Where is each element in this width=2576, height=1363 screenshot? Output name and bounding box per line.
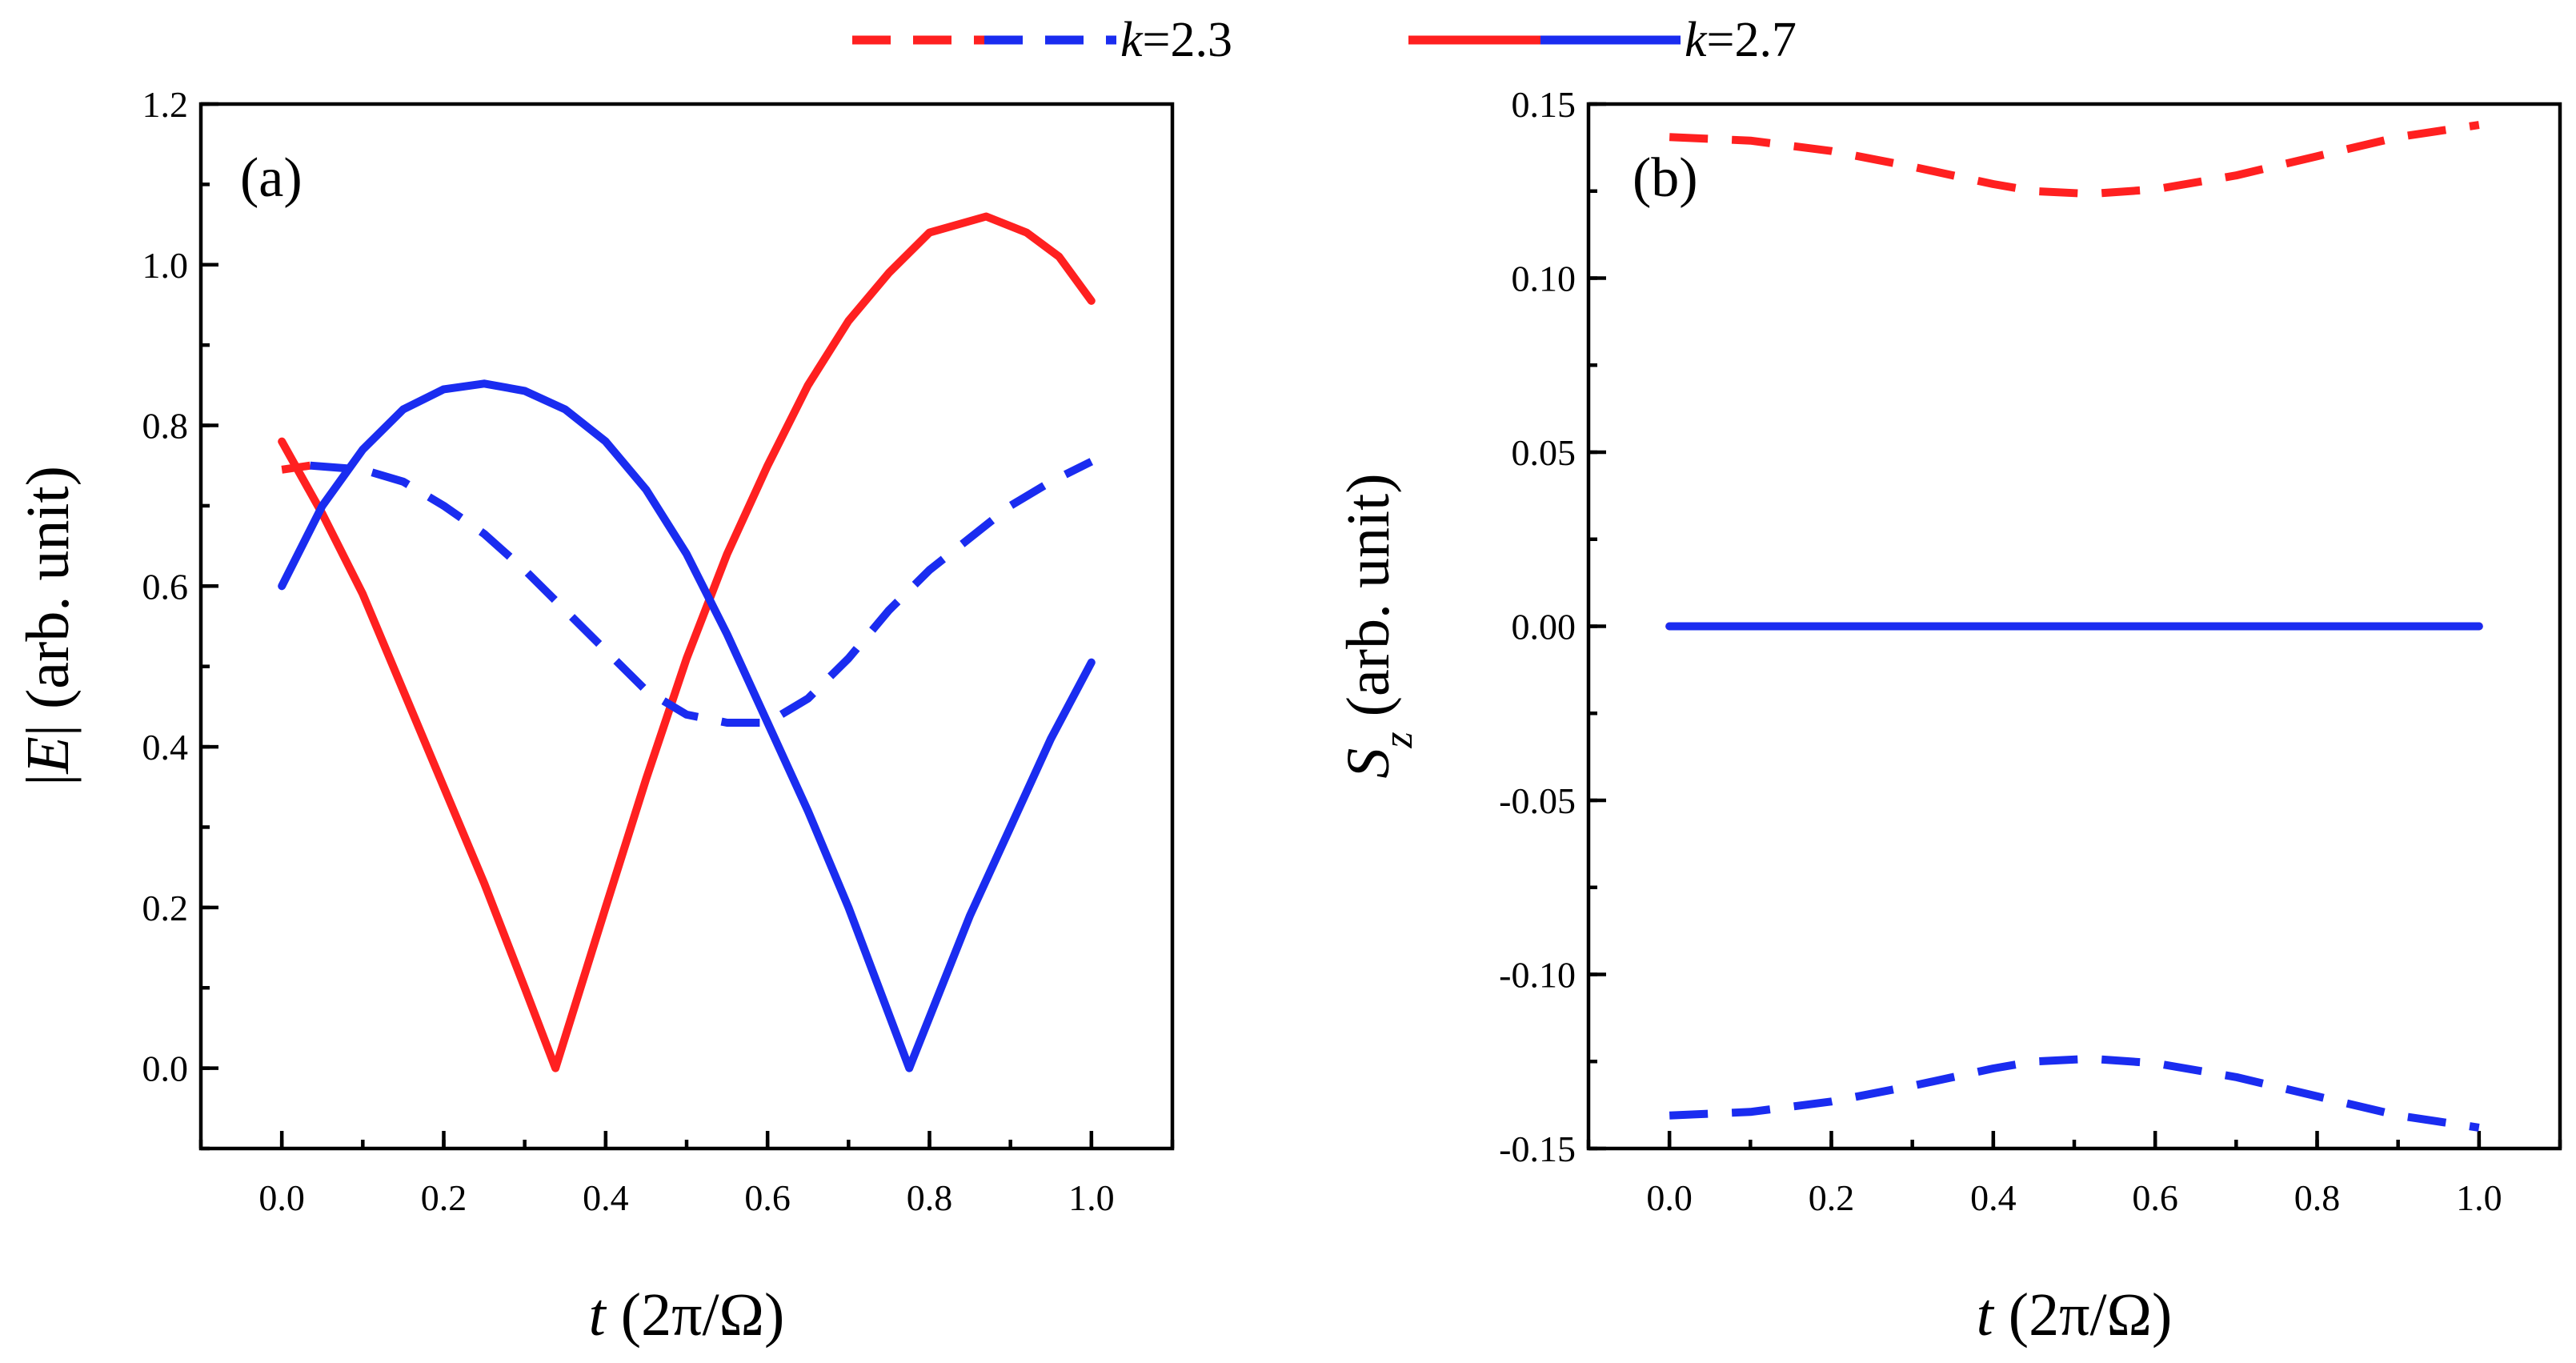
- y-tick-label: 0.0: [142, 1048, 189, 1089]
- series-k-2-3-blue-line: [1669, 1054, 2480, 1132]
- panel-a-label: (a): [240, 147, 302, 209]
- panel-a-ylabel: |E| (arb. unit): [14, 466, 82, 786]
- panel-a-xlabel-rest: (2π/Ω): [606, 1281, 785, 1349]
- y-tick-label: 0.10: [1512, 259, 1576, 299]
- panel-a-ticks: 0.0 0.2 0.4 0.6 0.8 1.0 0.0 0.2 0.4 0.6 0.8 1.0 1.2: [142, 84, 1175, 1218]
- panel-a-xlabel-var: t: [589, 1281, 607, 1349]
- legend-rest-k23: =2.3: [1143, 13, 1232, 67]
- series-k-2-3-blue-line: [310, 458, 1094, 727]
- panel-a-frame: [198, 102, 1175, 1151]
- x-tick-label: 0.2: [421, 1177, 467, 1218]
- panel-b-ylabel-sub: z: [1376, 732, 1421, 748]
- x-tick-label: 0.2: [1809, 1177, 1855, 1218]
- x-tick-label: 0.6: [2132, 1177, 2178, 1218]
- legend-entry-k27: k=2.7: [1408, 13, 1797, 67]
- x-tick-label: 1.0: [1068, 1177, 1115, 1218]
- legend: k=2.3 k=2.7: [852, 13, 1797, 67]
- legend-label-k23: k=2.3: [1120, 13, 1232, 67]
- legend-label-k27: k=2.7: [1685, 13, 1797, 67]
- panel-b-xlabel: t (2π/Ω): [1977, 1281, 2173, 1349]
- x-tick-label: 0.0: [1646, 1177, 1693, 1218]
- x-tick-label: 0.0: [258, 1177, 305, 1218]
- legend-var-k27: k: [1685, 13, 1708, 67]
- panel-b-xlabel-rest: (2π/Ω): [1993, 1281, 2173, 1349]
- y-tick-label: 0.00: [1512, 607, 1576, 647]
- panel-b-ylabel-rest: (arb. unit): [1335, 473, 1402, 732]
- x-tick-label: 0.8: [2294, 1177, 2341, 1218]
- panel-a-series: [278, 212, 1096, 1072]
- y-tick-label: -0.15: [1499, 1128, 1576, 1169]
- panel-b-ylabel: Sz (arb. unit): [1335, 473, 1421, 778]
- x-tick-label: 0.4: [1970, 1177, 2017, 1218]
- y-tick-label: 1.2: [142, 84, 189, 125]
- panel-b-ylabel-var: S: [1335, 748, 1402, 779]
- panel-a-ylabel-var: E: [14, 736, 82, 774]
- series-k-2-3-red-line: [1669, 121, 2480, 198]
- panel-b-xlabel-var: t: [1977, 1281, 1995, 1349]
- panel-b-ticks: 0.0 0.2 0.4 0.6 0.8 1.0 -0.15 -0.10 -0.05 0.00 0.0…: [1499, 84, 2562, 1218]
- y-tick-label: 1.0: [142, 245, 189, 286]
- y-tick-label: 0.05: [1512, 432, 1576, 473]
- y-tick-label: 0.8: [142, 406, 189, 447]
- legend-rest-k27: =2.7: [1707, 13, 1797, 67]
- y-tick-label: 0.2: [142, 888, 189, 928]
- panel-a-ylabel-suffix: | (arb. unit): [14, 466, 82, 736]
- series-k-2-7-blue-line: [278, 379, 1096, 1072]
- panel-a-xlabel: t (2π/Ω): [589, 1281, 785, 1349]
- y-tick-label: 0.4: [142, 727, 189, 768]
- panel-a: 0.0 0.2 0.4 0.6 0.8 1.00.00.20.40.60.81.01.2 …: [14, 84, 1175, 1349]
- series-k-2-3-red-line: [281, 461, 311, 474]
- legend-var-k23: k: [1120, 13, 1144, 67]
- panel-a-ylabel-prefix: |: [14, 774, 82, 786]
- y-tick-label: -0.05: [1499, 780, 1576, 821]
- panel-b-label: (b): [1633, 147, 1698, 209]
- x-tick-label: 1.0: [2456, 1177, 2502, 1218]
- y-tick-label: 0.15: [1512, 84, 1576, 125]
- y-tick-label: 0.6: [142, 566, 189, 607]
- x-tick-label: 0.4: [583, 1177, 629, 1218]
- panel-b-series: [1665, 121, 2483, 1132]
- y-tick-label: -0.10: [1499, 955, 1576, 996]
- panel-b: 0.0 0.2 0.4 0.6 0.8 1.0 -0.15 -0.10 -0.05 0.00 0.0…: [1335, 84, 2562, 1349]
- legend-entry-k23: k=2.3: [852, 13, 1232, 67]
- x-tick-label: 0.6: [744, 1177, 791, 1218]
- series-k-2-7-red-line: [278, 212, 1096, 1072]
- x-tick-label: 0.8: [907, 1177, 953, 1218]
